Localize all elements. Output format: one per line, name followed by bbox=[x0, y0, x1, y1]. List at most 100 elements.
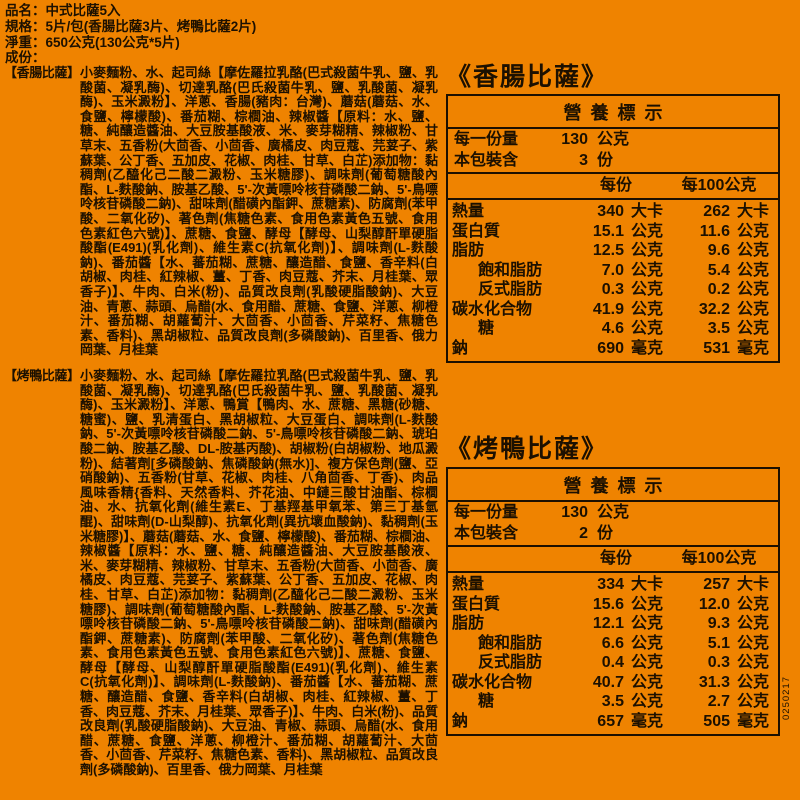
nutrition-title-sausage: 《香腸比薩》 bbox=[446, 63, 609, 91]
unit-per-serving: 公克 bbox=[631, 634, 664, 652]
value-per-100g: 531 bbox=[703, 339, 730, 357]
unit-per-100g: 毫克 bbox=[737, 712, 770, 730]
row-label: 蛋白質 bbox=[452, 222, 501, 240]
unit-per-100g: 公克 bbox=[737, 693, 770, 710]
nutrition-row-fat: 脂肪 12.5 公克 9.6 公克 bbox=[448, 241, 778, 261]
row-label: 脂肪 bbox=[452, 615, 485, 632]
unit-per-serving: 毫克 bbox=[631, 339, 664, 357]
value-per-serving: 7.0 bbox=[601, 261, 624, 279]
column-per-serving: 每份 bbox=[599, 550, 632, 567]
unit-per-100g: 公克 bbox=[737, 242, 770, 259]
nutrition-row-saturated-fat: 飽和脂肪 7.0 公克 5.4 公克 bbox=[448, 261, 778, 281]
product-header: 品名：中式比薩5入 規格：5片/包(香腸比薩3片、烤鴨比薩2片) 淨重：650公… bbox=[5, 3, 443, 66]
value-per-serving: 4.6 bbox=[601, 320, 624, 337]
unit-per-100g: 公克 bbox=[737, 281, 770, 298]
servings-value: 3 bbox=[579, 152, 588, 169]
unit-per-100g: 公克 bbox=[737, 654, 770, 671]
value-per-serving: 690 bbox=[597, 339, 624, 357]
servings-value: 2 bbox=[579, 525, 588, 542]
unit-per-serving: 公克 bbox=[631, 595, 664, 613]
serving-size-row: 每一份量 130 公克 bbox=[448, 129, 778, 150]
row-label: 糖 bbox=[478, 693, 495, 710]
nutrition-table-duck: 營養標示 每一份量 130 公克 本包裝含 2 份 每份 每100公克 熱量 3… bbox=[446, 467, 780, 736]
ingredient-section-duck: 【烤鴨比薩】 小麥麵粉、水、起司絲【摩佐羅拉乳酪(巴式殺菌牛乳、鹽、乳酸菌、凝乳… bbox=[4, 368, 438, 778]
value-per-serving: 12.1 bbox=[592, 615, 624, 632]
ingredient-text-sausage: 小麥麵粉、水、起司絲【摩佐羅拉乳酪(巴式殺菌牛乳、鹽、乳酸菌、凝乳酶)、切達乳酪… bbox=[80, 65, 438, 358]
value-per-100g: 5.1 bbox=[707, 634, 730, 652]
value-per-100g: 9.6 bbox=[707, 242, 730, 259]
unit-per-serving: 公克 bbox=[631, 261, 664, 279]
nutrition-row-fat: 脂肪 12.1 公克 9.3 公克 bbox=[448, 614, 778, 634]
value-per-serving: 6.6 bbox=[601, 634, 624, 652]
unit-per-100g: 公克 bbox=[737, 300, 770, 318]
unit-per-serving: 公克 bbox=[631, 242, 664, 259]
ingredients-heading: 成份： bbox=[5, 50, 46, 66]
value-per-serving: 0.4 bbox=[601, 654, 624, 671]
value-per-100g: 2.7 bbox=[707, 693, 730, 710]
serving-size-unit: 公克 bbox=[597, 131, 630, 148]
unit-per-100g: 公克 bbox=[737, 634, 770, 652]
row-label: 碳水化合物 bbox=[452, 673, 533, 691]
row-label: 反式脂肪 bbox=[478, 281, 543, 298]
value-per-100g: 31.3 bbox=[698, 673, 730, 691]
header-spec: 規格：5片/包(香腸比薩3片、烤鴨比薩2片) bbox=[5, 18, 257, 34]
nutrition-row-sugar: 糖 3.5 公克 2.7 公克 bbox=[448, 692, 778, 712]
serving-size-label: 每一份量 bbox=[454, 131, 519, 148]
unit-per-100g: 大卡 bbox=[737, 576, 770, 593]
nutrition-table-heading: 營養標示 bbox=[448, 96, 778, 129]
serving-size-row: 每一份量 130 公克 bbox=[448, 502, 778, 523]
value-per-serving: 15.6 bbox=[592, 595, 624, 613]
value-per-100g: 12.0 bbox=[698, 595, 730, 613]
value-per-serving: 334 bbox=[597, 576, 624, 593]
servings-unit: 份 bbox=[597, 525, 614, 542]
row-label: 飽和脂肪 bbox=[478, 261, 543, 279]
nutrition-row-sodium: 鈉 657 毫克 505 毫克 bbox=[448, 712, 778, 732]
nutrition-row-sugar: 糖 4.6 公克 3.5 公克 bbox=[448, 319, 778, 339]
serving-size-value: 130 bbox=[561, 504, 588, 521]
unit-per-serving: 公克 bbox=[631, 654, 664, 671]
unit-per-100g: 大卡 bbox=[737, 203, 770, 220]
row-label: 熱量 bbox=[452, 576, 485, 593]
value-per-100g: 257 bbox=[703, 576, 730, 593]
row-label: 碳水化合物 bbox=[452, 300, 533, 318]
nutrition-row-carbohydrate: 碳水化合物 41.9 公克 32.2 公克 bbox=[448, 300, 778, 320]
unit-per-serving: 公克 bbox=[631, 673, 664, 691]
nutrition-table-body: 熱量 340 大卡 262 大卡 蛋白質 15.1 公克 11.6 公克 脂肪 … bbox=[448, 200, 778, 361]
unit-per-serving: 公克 bbox=[631, 281, 664, 298]
value-per-100g: 5.4 bbox=[707, 261, 730, 279]
servings-label: 本包裝含 bbox=[454, 152, 519, 169]
unit-per-serving: 公克 bbox=[631, 222, 664, 240]
nutrition-row-trans-fat: 反式脂肪 0.3 公克 0.2 公克 bbox=[448, 280, 778, 300]
ingredient-section-sausage: 【香腸比薩】 小麥麵粉、水、起司絲【摩佐羅拉乳酪(巴式殺菌牛乳、鹽、乳酸菌、凝乳… bbox=[4, 65, 438, 358]
value-per-100g: 32.2 bbox=[698, 300, 730, 318]
unit-per-100g: 公克 bbox=[737, 222, 770, 240]
value-per-100g: 9.3 bbox=[707, 615, 730, 632]
value-per-serving: 41.9 bbox=[592, 300, 624, 318]
value-per-serving: 40.7 bbox=[592, 673, 624, 691]
value-per-serving: 3.5 bbox=[601, 693, 624, 710]
unit-per-100g: 公克 bbox=[737, 320, 770, 337]
value-per-serving: 340 bbox=[597, 203, 624, 220]
serving-size-unit: 公克 bbox=[597, 504, 630, 521]
column-header-row: 每份 每100公克 bbox=[448, 174, 778, 200]
unit-per-serving: 公克 bbox=[631, 320, 664, 337]
unit-per-serving: 大卡 bbox=[631, 576, 664, 593]
column-header-row: 每份 每100公克 bbox=[448, 547, 778, 573]
unit-per-100g: 公克 bbox=[737, 673, 770, 691]
servings-label: 本包裝含 bbox=[454, 525, 519, 542]
row-label: 反式脂肪 bbox=[478, 654, 543, 671]
row-label: 熱量 bbox=[452, 203, 485, 220]
ingredient-name-duck: 【烤鴨比薩】 bbox=[4, 368, 80, 383]
nutrition-row-trans-fat: 反式脂肪 0.4 公克 0.3 公克 bbox=[448, 653, 778, 673]
nutrition-table-body: 熱量 334 大卡 257 大卡 蛋白質 15.6 公克 12.0 公克 脂肪 … bbox=[448, 573, 778, 734]
unit-per-serving: 公克 bbox=[631, 615, 664, 632]
header-net-weight: 淨重：650公克(130公克*5片) bbox=[5, 34, 180, 50]
column-per-100g: 每100公克 bbox=[681, 550, 757, 567]
value-per-100g: 0.3 bbox=[707, 654, 730, 671]
value-per-serving: 0.3 bbox=[601, 281, 624, 298]
nutrition-row-saturated-fat: 飽和脂肪 6.6 公克 5.1 公克 bbox=[448, 634, 778, 654]
value-per-100g: 11.6 bbox=[699, 222, 730, 240]
nutrition-table-heading: 營養標示 bbox=[448, 469, 778, 502]
print-batch-code: 0250217 bbox=[781, 676, 792, 720]
value-per-serving: 12.5 bbox=[592, 242, 624, 259]
